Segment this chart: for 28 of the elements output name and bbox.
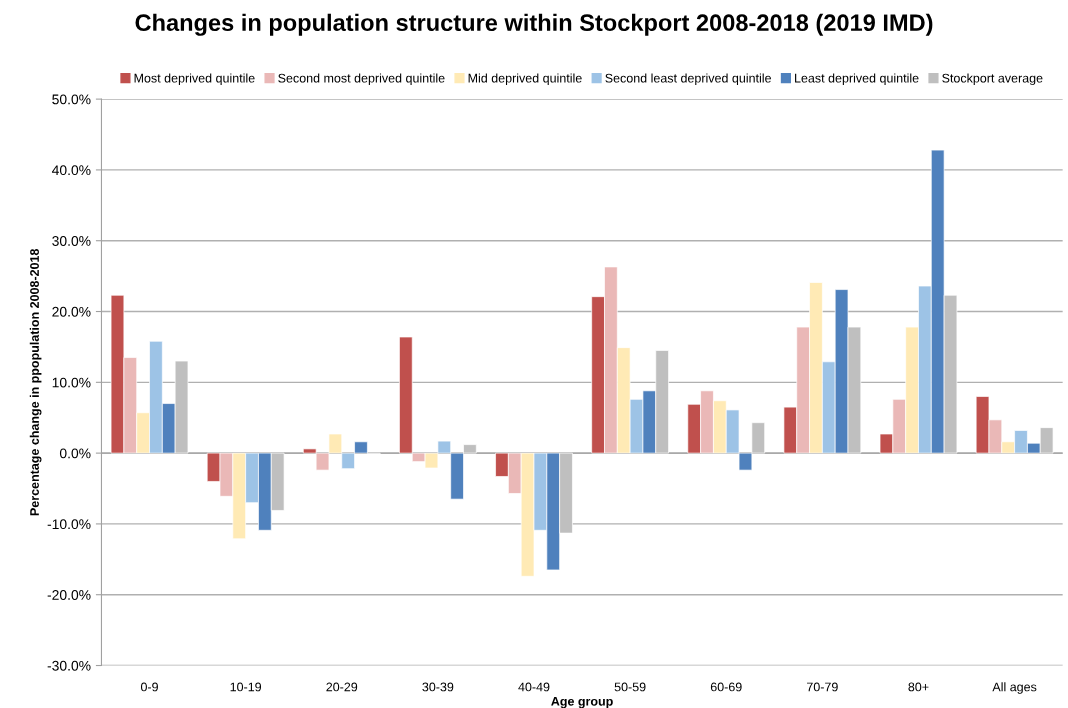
legend-label: Mid deprived quintile [468,73,582,86]
y-tick-label: -20.0% [47,590,91,600]
x-tick-label: 10-19 [230,682,262,692]
legend-label: Most deprived quintile [134,73,255,86]
x-axis-title: Age group [551,697,613,708]
x-tick-label: All ages [992,682,1037,694]
x-tick-label: 30-39 [422,682,454,692]
x-tick-label: 80+ [908,682,929,692]
chart-title: Changes in population structure within Stockport 2008-2018 (2019 IMD) [135,13,933,36]
legend-label: Stockport average [942,73,1043,86]
x-tick-label: 70-79 [807,682,838,692]
x-tick-label: 20-29 [326,682,358,692]
legend-label: Least deprived quintile [795,73,919,86]
legend-label: Second least deprived quintile [605,73,771,86]
x-tick-label: 50-59 [614,682,646,692]
x-tick-label: 40-49 [518,682,550,692]
y-tick-label: 40.0% [51,165,91,176]
legend-label: Second most deprived quintile [278,73,445,86]
x-tick-label: 0-9 [140,682,158,692]
y-tick-label: 20.0% [52,306,91,317]
y-tick-label: 50.0% [52,94,91,105]
y-axis-title: Percentage change in ppopulation 2008-2018 [29,248,42,516]
y-tick-label: 10.0% [52,377,91,388]
x-tick-label: 60-69 [710,682,742,692]
y-tick-label: -10.0% [47,519,91,530]
y-tick-label: 0.0% [59,448,91,459]
y-tick-label: 30.0% [52,236,91,246]
y-tick-label: -30.0% [47,660,91,671]
